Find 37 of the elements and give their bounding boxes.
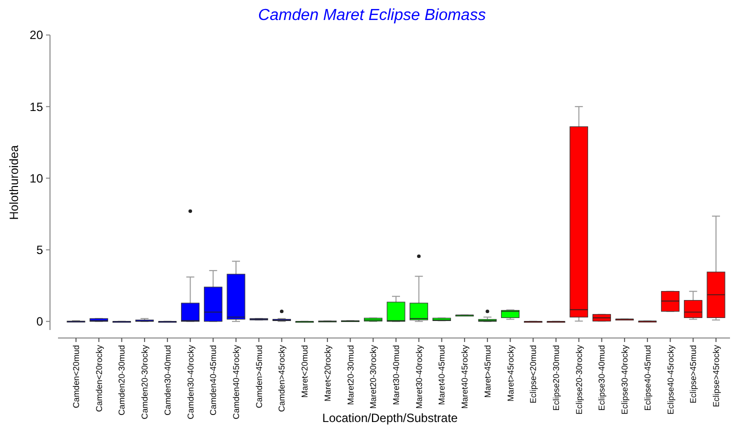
x-tick-label: Eclipse30-40mud (596, 344, 607, 411)
x-tick-label: Eclipse20-30rocky (574, 344, 584, 414)
x-tick-label: Camden30-40rocky (185, 344, 196, 420)
x-tick-label: Camden<20mud (71, 344, 81, 408)
x-tick-label: Maret<20rocky (322, 344, 332, 402)
x-tick-label: Maret40-45mud (436, 344, 447, 406)
x-tick-label: Eclipse>45rocky (711, 344, 721, 408)
x-tick-label: Camden>45rocky (276, 344, 287, 412)
x-tick-label: Maret>45mud (482, 344, 492, 398)
y-tick-label: 15 (30, 100, 44, 114)
x-tick-label: Eclipse<20mud (528, 344, 538, 404)
x-tick-label: Maret20-30rocky (368, 344, 378, 409)
x-tick-label: Eclipse40-45mud (642, 344, 652, 411)
x-tick-label: Camden<20rocky (94, 344, 104, 412)
x-tick-label: Maret30-40rocky (414, 344, 424, 409)
x-tick-label: Eclipse>45mud (688, 344, 698, 404)
chart-title: Camden Maret Eclipse Biomass (258, 7, 486, 24)
x-tick-label: Camden20-30mud (116, 344, 127, 416)
x-tick-label: Eclipse30-40rocky (620, 344, 630, 414)
y-tick-label: 5 (36, 243, 44, 258)
x-tick-label: Maret>45rocky (505, 344, 516, 402)
y-tick-label: 10 (30, 171, 44, 186)
y-tick-label: 20 (30, 28, 44, 42)
x-tick-label: Maret40-45rocky (460, 344, 470, 409)
x-tick-label: Camden>45mud (254, 344, 264, 408)
x-tick-label: Eclipse40-45rocky (665, 344, 676, 414)
x-axis-title: Location/Depth/Substrate (322, 411, 458, 425)
y-axis-title: Holothuroidea (7, 144, 21, 220)
x-tick-label: Maret30-40mud (391, 344, 401, 406)
x-tick-label: Camden40-45rocky (231, 344, 241, 420)
x-tick-label: Maret20-30mud (345, 344, 356, 406)
x-tick-label: Eclipse20-30mud (551, 344, 561, 411)
x-tick-label: Camden30-40mud (162, 344, 172, 416)
x-tick-label: Camden20-30rocky (140, 344, 150, 420)
y-tick-label: 0 (36, 314, 44, 329)
x-tick-label: Camden40-45mud (208, 344, 218, 416)
x-tick-label: Maret<20mud (300, 344, 310, 398)
